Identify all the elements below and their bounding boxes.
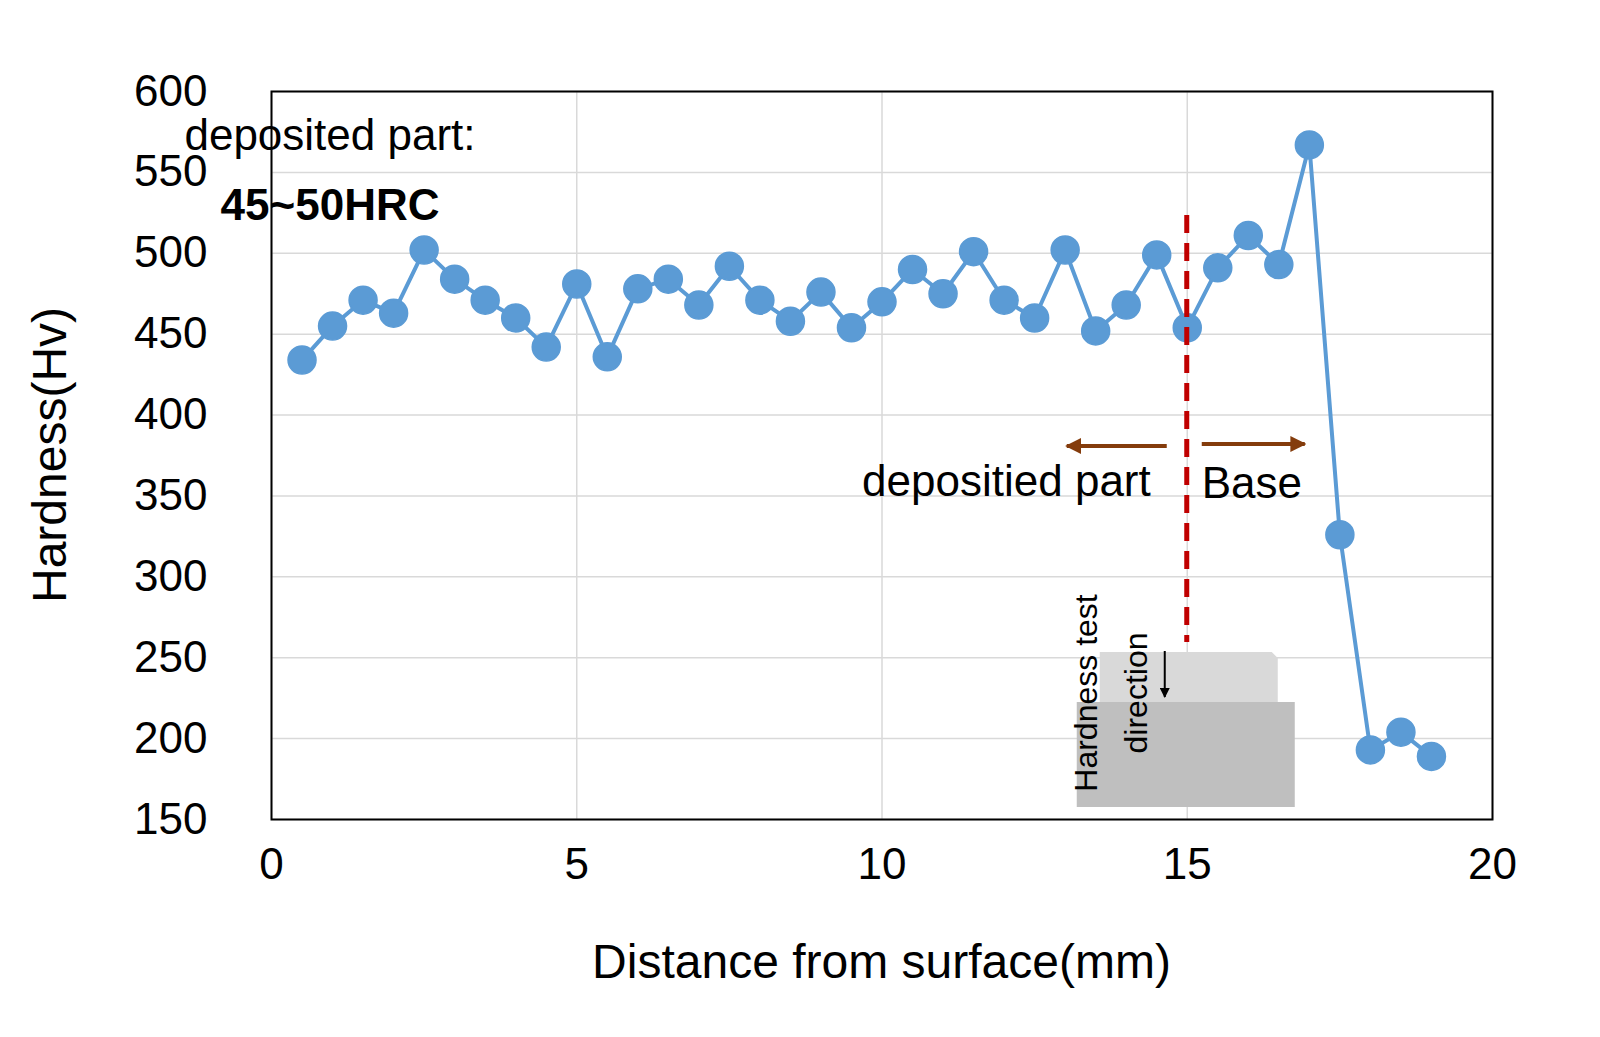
svg-text:depositied part: depositied part	[862, 456, 1151, 505]
svg-text:deposited part:: deposited part:	[184, 110, 475, 159]
svg-text:400: 400	[134, 389, 207, 438]
svg-text:450: 450	[134, 308, 207, 357]
svg-text:Hardness(Hv): Hardness(Hv)	[23, 307, 76, 603]
svg-text:250: 250	[134, 632, 207, 681]
svg-text:direction: direction	[1118, 633, 1154, 754]
svg-text:45~50HRC: 45~50HRC	[221, 180, 440, 229]
svg-text:0: 0	[259, 839, 283, 888]
svg-text:10: 10	[858, 839, 907, 888]
svg-text:300: 300	[134, 551, 207, 600]
svg-text:Base: Base	[1202, 458, 1302, 507]
svg-text:15: 15	[1163, 839, 1212, 888]
svg-text:200: 200	[134, 713, 207, 762]
svg-text:550: 550	[134, 146, 208, 196]
svg-text:600: 600	[134, 66, 207, 115]
svg-text:5: 5	[565, 839, 589, 888]
svg-text:Distance from surface(mm): Distance from surface(mm)	[592, 935, 1171, 988]
svg-text:20: 20	[1468, 839, 1517, 888]
svg-text:500: 500	[134, 227, 207, 276]
svg-text:150: 150	[134, 794, 207, 843]
svg-text:350: 350	[134, 470, 207, 519]
svg-text:Hardness test: Hardness test	[1068, 594, 1104, 792]
